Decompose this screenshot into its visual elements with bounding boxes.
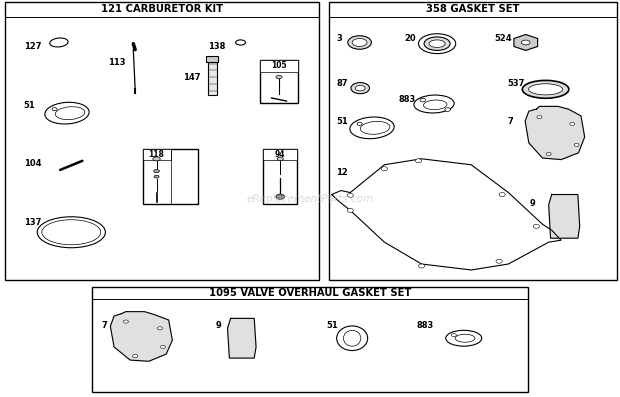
Ellipse shape (276, 75, 282, 79)
Text: 118: 118 (149, 150, 164, 159)
Ellipse shape (343, 330, 361, 346)
Ellipse shape (352, 39, 367, 46)
Polygon shape (110, 312, 172, 361)
Ellipse shape (455, 334, 475, 342)
Text: 127: 127 (24, 42, 41, 51)
Text: 3: 3 (336, 34, 342, 43)
Polygon shape (228, 318, 256, 358)
Ellipse shape (574, 143, 579, 146)
Bar (263, 149, 297, 160)
Ellipse shape (277, 157, 283, 161)
Ellipse shape (446, 330, 482, 346)
Text: 104: 104 (24, 159, 41, 168)
Ellipse shape (276, 194, 285, 199)
Ellipse shape (355, 85, 365, 91)
Text: 883: 883 (399, 95, 416, 104)
Text: 138: 138 (208, 42, 225, 51)
Ellipse shape (45, 102, 89, 124)
Ellipse shape (546, 152, 551, 156)
Ellipse shape (236, 40, 246, 45)
Bar (5, 2, 319, 280)
Ellipse shape (153, 157, 161, 161)
Ellipse shape (350, 117, 394, 139)
Ellipse shape (347, 208, 353, 212)
Text: 524: 524 (494, 34, 512, 43)
Text: 358 GASKET SET: 358 GASKET SET (426, 4, 520, 14)
Text: 9: 9 (530, 199, 536, 208)
Text: 87: 87 (336, 79, 348, 89)
Ellipse shape (570, 122, 575, 125)
Bar (143, 149, 198, 204)
Ellipse shape (348, 36, 371, 49)
Text: 7: 7 (507, 117, 513, 126)
Ellipse shape (496, 259, 502, 263)
Ellipse shape (429, 40, 445, 48)
Ellipse shape (381, 167, 388, 171)
Ellipse shape (414, 95, 454, 113)
Bar (206, 56, 218, 62)
Ellipse shape (418, 264, 425, 268)
Text: 51: 51 (24, 101, 35, 110)
Text: 113: 113 (108, 58, 126, 67)
Text: 51: 51 (336, 117, 348, 126)
Bar (143, 149, 170, 160)
Bar (263, 149, 297, 204)
Text: 537: 537 (507, 79, 525, 89)
Ellipse shape (529, 84, 563, 95)
Text: 51: 51 (327, 321, 339, 330)
Text: eReplacementParts.com: eReplacementParts.com (246, 193, 374, 204)
Ellipse shape (50, 38, 68, 47)
Polygon shape (525, 106, 585, 160)
Ellipse shape (521, 40, 530, 45)
Text: 105: 105 (271, 61, 287, 70)
Ellipse shape (415, 159, 422, 163)
Ellipse shape (499, 193, 505, 197)
Bar (260, 60, 298, 72)
Bar (92, 287, 528, 392)
Text: 1095 VALVE OVERHAUL GASKET SET: 1095 VALVE OVERHAUL GASKET SET (209, 287, 411, 298)
Ellipse shape (537, 116, 542, 119)
Polygon shape (514, 35, 538, 50)
Ellipse shape (351, 83, 370, 94)
Text: 9: 9 (216, 321, 221, 330)
Bar (260, 60, 298, 103)
Ellipse shape (522, 80, 569, 98)
Ellipse shape (420, 98, 425, 102)
Text: 137: 137 (24, 218, 41, 227)
Ellipse shape (357, 122, 362, 125)
Bar (329, 2, 617, 280)
Polygon shape (332, 159, 561, 270)
Ellipse shape (55, 107, 85, 119)
Ellipse shape (133, 355, 138, 358)
Text: 121 CARBURETOR KIT: 121 CARBURETOR KIT (101, 4, 223, 14)
Ellipse shape (337, 326, 368, 351)
Ellipse shape (42, 220, 100, 245)
Ellipse shape (154, 170, 159, 173)
Text: 20: 20 (404, 34, 416, 43)
Text: 94: 94 (275, 150, 285, 159)
Ellipse shape (37, 217, 105, 248)
Bar (208, 60, 217, 95)
Text: 147: 147 (183, 73, 200, 83)
Text: 12: 12 (336, 168, 348, 177)
Ellipse shape (451, 333, 456, 337)
Ellipse shape (423, 100, 447, 110)
Ellipse shape (533, 224, 539, 228)
Ellipse shape (445, 108, 451, 111)
Ellipse shape (154, 175, 159, 178)
Ellipse shape (123, 320, 128, 323)
Ellipse shape (52, 108, 57, 111)
Ellipse shape (161, 345, 166, 349)
Ellipse shape (347, 193, 353, 197)
Ellipse shape (424, 37, 450, 50)
Text: 883: 883 (417, 321, 434, 330)
Polygon shape (549, 195, 580, 238)
Text: 7: 7 (101, 321, 107, 330)
Ellipse shape (157, 327, 162, 330)
Ellipse shape (360, 121, 390, 134)
Ellipse shape (418, 34, 456, 54)
